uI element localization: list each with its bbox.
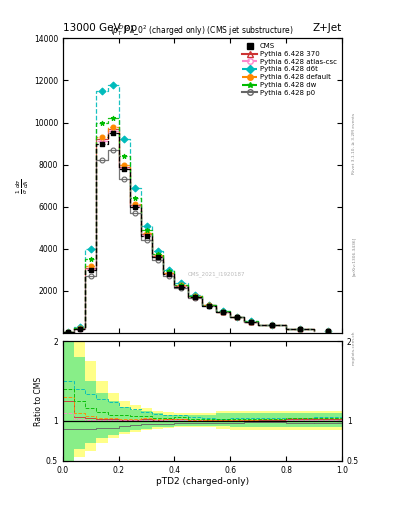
Text: [arXiv:1306.3436]: [arXiv:1306.3436] xyxy=(352,237,356,275)
Point xyxy=(143,232,150,240)
Text: 13000 GeV pp: 13000 GeV pp xyxy=(63,23,137,33)
Point xyxy=(154,253,161,261)
Y-axis label: Ratio to CMS: Ratio to CMS xyxy=(34,376,43,425)
Text: Z+Jet: Z+Jet xyxy=(313,23,342,33)
Y-axis label: $\frac{1}{\sigma}\,\frac{d\sigma}{d\lambda}$: $\frac{1}{\sigma}\,\frac{d\sigma}{d\lamb… xyxy=(15,178,31,194)
Point xyxy=(178,283,185,291)
Point xyxy=(234,313,241,321)
Text: mcplots.cern.ch: mcplots.cern.ch xyxy=(352,331,356,366)
Point xyxy=(166,270,172,278)
Point xyxy=(110,129,116,137)
X-axis label: pTD2 (charged-only): pTD2 (charged-only) xyxy=(156,477,249,486)
Point xyxy=(269,321,275,329)
Point xyxy=(297,325,303,333)
Point xyxy=(65,328,72,336)
Text: Rivet 3.1.10, ≥ 3.2M events: Rivet 3.1.10, ≥ 3.2M events xyxy=(352,113,356,174)
Point xyxy=(325,327,331,335)
Point xyxy=(220,308,226,316)
Legend: CMS, Pythia 6.428 370, Pythia 6.428 atlas-csc, Pythia 6.428 d6t, Pythia 6.428 de: CMS, Pythia 6.428 370, Pythia 6.428 atla… xyxy=(239,40,340,98)
Point xyxy=(88,266,94,274)
Text: CMS_2021_I1920187: CMS_2021_I1920187 xyxy=(187,271,245,277)
Point xyxy=(99,139,105,147)
Point xyxy=(121,165,127,173)
Point xyxy=(77,325,83,333)
Title: $(p_T^D)^2\lambda\_0^2$ (charged only) (CMS jet substructure): $(p_T^D)^2\lambda\_0^2$ (charged only) (… xyxy=(110,24,294,38)
Point xyxy=(192,293,198,301)
Point xyxy=(248,317,254,326)
Point xyxy=(132,203,139,211)
Point xyxy=(206,302,213,310)
